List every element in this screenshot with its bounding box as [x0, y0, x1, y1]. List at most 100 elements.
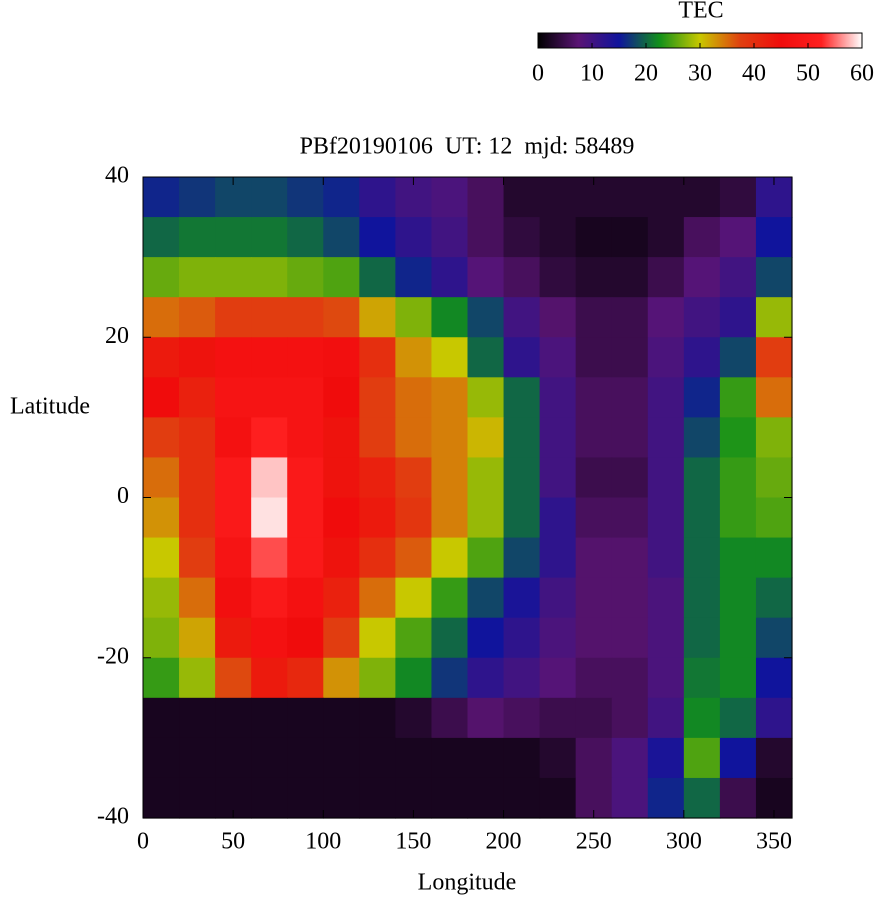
- heatmap-cell: [323, 697, 360, 739]
- heatmap-cell: [539, 577, 577, 619]
- heatmap-cell: [323, 617, 360, 659]
- heatmap-cell: [179, 377, 216, 418]
- heatmap-cell: [359, 497, 396, 539]
- heatmap-cell: [503, 777, 541, 819]
- heatmap-cell: [539, 297, 577, 338]
- heatmap-cell: [647, 217, 685, 258]
- heatmap-cell: [323, 177, 360, 218]
- heatmap-cell: [287, 617, 324, 659]
- heatmap-cell: [359, 577, 396, 619]
- heatmap-cell: [179, 417, 216, 459]
- heatmap-cell: [143, 177, 180, 218]
- heatmap-cell: [683, 297, 721, 338]
- heatmap-cell: [539, 217, 577, 258]
- x-tick-label: 200: [486, 829, 522, 855]
- heatmap-cell: [683, 177, 721, 218]
- x-axis-label: Longitude: [418, 870, 517, 896]
- heatmap-cell: [467, 577, 505, 619]
- heatmap-cell: [575, 657, 613, 699]
- heatmap-cell: [719, 777, 757, 819]
- heatmap-cell: [719, 697, 757, 739]
- heatmap-cell: [611, 737, 649, 779]
- heatmap-cell: [503, 697, 541, 739]
- heatmap-cell: [683, 217, 721, 258]
- heatmap-cell: [575, 377, 613, 418]
- heatmap-cell: [503, 297, 541, 338]
- heatmap-cell: [143, 377, 180, 418]
- colorbar-tick-label: 60: [850, 61, 874, 87]
- heatmap-cell: [323, 777, 360, 819]
- heatmap-cell: [755, 617, 793, 659]
- heatmap-cell: [323, 537, 360, 579]
- heatmap-cell: [431, 417, 469, 459]
- heatmap-cell: [575, 737, 613, 779]
- y-tick-label: -20: [97, 643, 129, 669]
- heatmap-cell: [287, 337, 324, 378]
- x-tick-label: 150: [395, 829, 431, 855]
- heatmap-cell: [431, 657, 469, 699]
- heatmap-cell: [359, 417, 396, 459]
- heatmap-cell: [323, 377, 360, 418]
- heatmap-cell: [467, 337, 505, 378]
- heatmap-cell: [359, 457, 396, 499]
- heatmap-cell: [575, 417, 613, 459]
- heatmap-cell: [431, 337, 469, 378]
- heatmap-cell: [179, 777, 216, 819]
- heatmap-cell: [467, 537, 505, 579]
- heatmap-cell: [503, 537, 541, 579]
- heatmap-cell: [395, 697, 433, 739]
- heatmap-cell: [719, 457, 757, 499]
- heatmap-cell: [611, 337, 649, 378]
- heatmap-cell: [647, 617, 685, 659]
- heatmap-cell: [647, 537, 685, 579]
- heatmap-cell: [467, 777, 505, 819]
- heatmap-cell: [323, 457, 360, 499]
- heatmap-cell: [287, 417, 324, 459]
- heatmap-cell: [251, 377, 288, 418]
- heatmap-cell: [359, 697, 396, 739]
- heatmap-cell: [719, 177, 757, 218]
- heatmap-cell: [503, 337, 541, 378]
- x-tick-label: 100: [305, 829, 341, 855]
- heatmap-cell: [179, 497, 216, 539]
- heatmap-cell: [647, 497, 685, 539]
- heatmap-cell: [755, 697, 793, 739]
- heatmap-cell: [215, 457, 252, 499]
- heatmap-cell: [323, 257, 360, 298]
- heatmap-cell: [323, 497, 360, 539]
- heatmap-cell: [143, 337, 180, 378]
- heatmap-cell: [647, 777, 685, 819]
- heatmap-cell: [683, 657, 721, 699]
- heatmap-cell: [503, 217, 541, 258]
- colorbar-label: TEC: [678, 0, 723, 24]
- colorbar-tick-label: 20: [634, 61, 658, 87]
- heatmap-cell: [323, 417, 360, 459]
- chart-title: PBf20190106 UT: 12 mjd: 58489: [300, 134, 635, 160]
- heatmap-cell: [143, 497, 180, 539]
- heatmap-cell: [215, 617, 252, 659]
- y-tick-label: -40: [97, 804, 129, 830]
- heatmap-cell: [431, 377, 469, 418]
- heatmap-cell: [359, 737, 396, 779]
- heatmap-cell: [251, 177, 288, 218]
- heatmap-cell: [431, 737, 469, 779]
- heatmap-cell: [179, 257, 216, 298]
- heatmap-cell: [683, 377, 721, 418]
- heatmap-cell: [287, 737, 324, 779]
- x-tick-label: 300: [666, 829, 702, 855]
- heatmap-cell: [251, 497, 288, 539]
- colorbar-tick-label: 30: [688, 61, 712, 87]
- heatmap-cell: [143, 777, 180, 819]
- heatmap-cell: [431, 257, 469, 298]
- heatmap-cell: [575, 457, 613, 499]
- heatmap-cell: [395, 217, 433, 258]
- heatmap-cell: [647, 577, 685, 619]
- heatmap-cell: [755, 657, 793, 699]
- heatmap-cell: [287, 697, 324, 739]
- heatmap-cell: [323, 217, 360, 258]
- heatmap-cell: [251, 697, 288, 739]
- heatmap-cell: [179, 657, 216, 699]
- colorbar-tick-label: 40: [742, 61, 766, 87]
- heatmap-cell: [503, 417, 541, 459]
